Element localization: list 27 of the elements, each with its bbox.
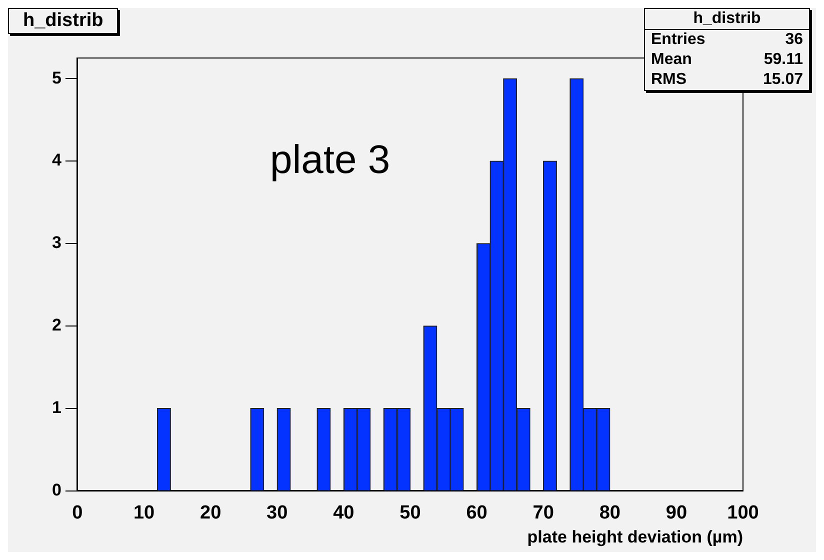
x-tick-label: 30	[266, 502, 288, 524]
text: 15.07	[762, 71, 803, 89]
x-tick-label: 100	[727, 502, 759, 524]
y-tick-label: 5	[52, 68, 62, 88]
text: Entries	[651, 31, 706, 49]
x-tick-label: 40	[333, 502, 354, 524]
x-tick-label: 10	[133, 502, 155, 524]
y-tick-label: 3	[52, 233, 62, 252]
x-tick-label: 90	[666, 502, 688, 524]
annotation: RMS	[651, 71, 687, 89]
chart-title: h_distrib	[8, 8, 118, 34]
x-tick-label: 0	[72, 502, 83, 524]
y-tick-label: 0	[52, 480, 62, 500]
x-axis-title: plate height deviation (µm)	[527, 527, 743, 546]
x-tick-label: 60	[466, 502, 488, 524]
y-tick-label: 4	[52, 150, 62, 170]
annotation: Mean	[651, 51, 692, 69]
text: 59.11	[764, 51, 803, 69]
y-tick-label: 1	[52, 398, 62, 418]
x-tick-label: 70	[532, 502, 554, 524]
x-tick-label: 50	[400, 502, 421, 524]
text: h_distrib	[645, 9, 809, 30]
annotation: plate 3	[270, 138, 390, 183]
text: 36	[785, 31, 803, 49]
x-tick-label: 20	[200, 502, 222, 524]
x-tick-label: 80	[599, 502, 620, 524]
y-tick-label: 2	[52, 316, 62, 335]
